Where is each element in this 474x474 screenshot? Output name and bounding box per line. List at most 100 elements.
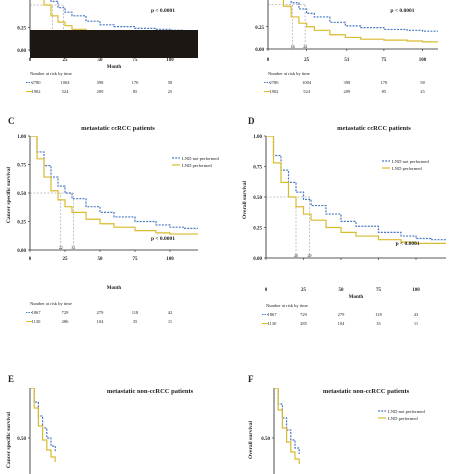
legend-label: LND performed xyxy=(392,166,422,171)
x-tick-label: 75 xyxy=(376,288,382,293)
x-tick-label: 0 xyxy=(267,58,270,63)
x-tick-label: 75 xyxy=(133,58,139,63)
series-line-lnd-performed xyxy=(266,136,446,244)
panel-title: metastatic ccRCC patients xyxy=(81,125,155,132)
risk-cell: 1902 xyxy=(32,89,41,94)
redaction-bar xyxy=(30,30,198,58)
series-line-lnd-performed xyxy=(30,136,198,235)
risk-cell: 285 xyxy=(300,321,308,326)
risk-cell: 25 xyxy=(168,89,173,94)
x-tick-label: 25 xyxy=(63,58,69,63)
risk-cell: 398 xyxy=(343,80,351,85)
x-tick-label: 50 xyxy=(339,288,345,293)
panel-label: D xyxy=(248,116,255,126)
series-line-lnd-not-performed xyxy=(30,136,198,229)
risk-table-title: Number at risk by time xyxy=(30,301,72,306)
y-tick-label: 1.00 xyxy=(17,135,26,140)
y-axis-label: Cancer specific survival xyxy=(6,411,12,468)
median-label: 16 xyxy=(61,49,66,54)
risk-cell: 170 xyxy=(381,80,389,85)
panel-label: C xyxy=(8,116,15,126)
series-line-lnd-performed xyxy=(274,388,300,464)
x-tick-label: 100 xyxy=(166,58,174,63)
x-tick-label: 0 xyxy=(265,288,268,293)
p-value: p < 0.0001 xyxy=(151,236,175,242)
risk-cell: 118 xyxy=(132,310,139,315)
p-value: p < 0.0001 xyxy=(396,241,420,247)
series-line-lnd-not-performed xyxy=(266,136,446,241)
y-tick-label: 0.25 xyxy=(17,27,26,32)
risk-cell: 286 xyxy=(62,319,70,324)
x-axis-label: Month xyxy=(349,295,364,300)
risk-cell: 209 xyxy=(97,89,105,94)
panel-title: metastatic non-ccRCC patients xyxy=(323,388,410,395)
risk-cell: 11 xyxy=(414,321,418,326)
x-tick-label: 0 xyxy=(29,58,32,63)
y-axis-label: Overall survival xyxy=(242,181,248,220)
series-line-lnd-performed xyxy=(30,388,56,462)
risk-cell: 170 xyxy=(132,80,140,85)
series-line-lnd-performed xyxy=(282,0,438,43)
risk-cell: 85 xyxy=(133,89,138,94)
series-line-lnd-not-performed xyxy=(50,0,184,31)
y-axis-label: Overall survival xyxy=(248,421,254,460)
y-tick-label: 0.50 xyxy=(261,437,270,442)
panel-B: 0.00 0.25 0 25 51 75 100 16 24 p < 0.0001 Number a… xyxy=(255,0,438,94)
x-tick-label: 50 xyxy=(98,58,104,63)
median-label: 24 xyxy=(303,44,307,49)
risk-cell: 35 xyxy=(133,319,138,324)
legend-label: LND performed xyxy=(388,416,418,421)
x-tick-label: 25 xyxy=(304,58,310,63)
risk-cell: 25 xyxy=(420,89,425,94)
risk-cell: 1130 xyxy=(32,319,42,324)
risk-cell: 1004 xyxy=(302,80,312,85)
risk-cell: 2780 xyxy=(32,80,42,85)
risk-cell: 35 xyxy=(376,321,381,326)
y-tick-label: 0.75 xyxy=(17,164,26,169)
x-tick-label: 0 xyxy=(29,257,32,262)
risk-cell: 209 xyxy=(343,89,351,94)
panel-title: metastatic ccRCC patients xyxy=(337,125,411,132)
median-label: 20 xyxy=(294,253,298,258)
risk-cell: 398 xyxy=(97,80,105,85)
y-tick-label: 0.00 xyxy=(255,48,264,53)
x-tick-label: 25 xyxy=(63,257,69,262)
y-tick-label: 0.25 xyxy=(253,227,262,232)
risk-cell: 279 xyxy=(338,312,346,317)
median-label: 24 xyxy=(73,49,78,54)
x-tick-label: 100 xyxy=(166,257,174,262)
y-tick-label: 0.00 xyxy=(17,49,26,54)
y-tick-label: 1.00 xyxy=(253,135,262,140)
risk-table-title: Number at risk by time xyxy=(268,71,310,76)
p-value: p < 0.0001 xyxy=(390,8,414,14)
x-tick-label: 25 xyxy=(301,288,307,293)
risk-cell: 524 xyxy=(303,89,311,94)
risk-cell: 118 xyxy=(375,312,382,317)
risk-cell: 58 xyxy=(168,80,173,85)
panel-label: E xyxy=(8,374,14,384)
y-tick-label: 0.50 xyxy=(253,196,262,201)
risk-cell: 42 xyxy=(168,310,173,315)
risk-cell: 104 xyxy=(338,321,346,326)
x-tick-label: 50 xyxy=(98,257,104,262)
y-tick-label: 0.50 xyxy=(17,192,26,197)
risk-cell: 1867 xyxy=(268,312,278,317)
risk-cell: 1004 xyxy=(61,80,71,85)
legend-label: LND not performed xyxy=(388,409,425,414)
legend-label: LND not performed xyxy=(392,159,429,164)
median-label: 16 xyxy=(291,44,295,49)
x-tick-label: 100 xyxy=(412,288,420,293)
legend-label: LND not performed xyxy=(182,156,219,161)
y-tick-label: 0.25 xyxy=(17,221,26,226)
risk-table-title: Number at risk by time xyxy=(266,303,308,308)
y-tick-label: 0.75 xyxy=(253,166,262,171)
x-tick-label: 51 xyxy=(344,58,350,63)
median-label: 29 xyxy=(308,253,312,258)
p-value: p < 0.0001 xyxy=(151,8,175,14)
risk-cell: 2780 xyxy=(270,80,280,85)
y-tick-label: 0.00 xyxy=(17,249,26,254)
